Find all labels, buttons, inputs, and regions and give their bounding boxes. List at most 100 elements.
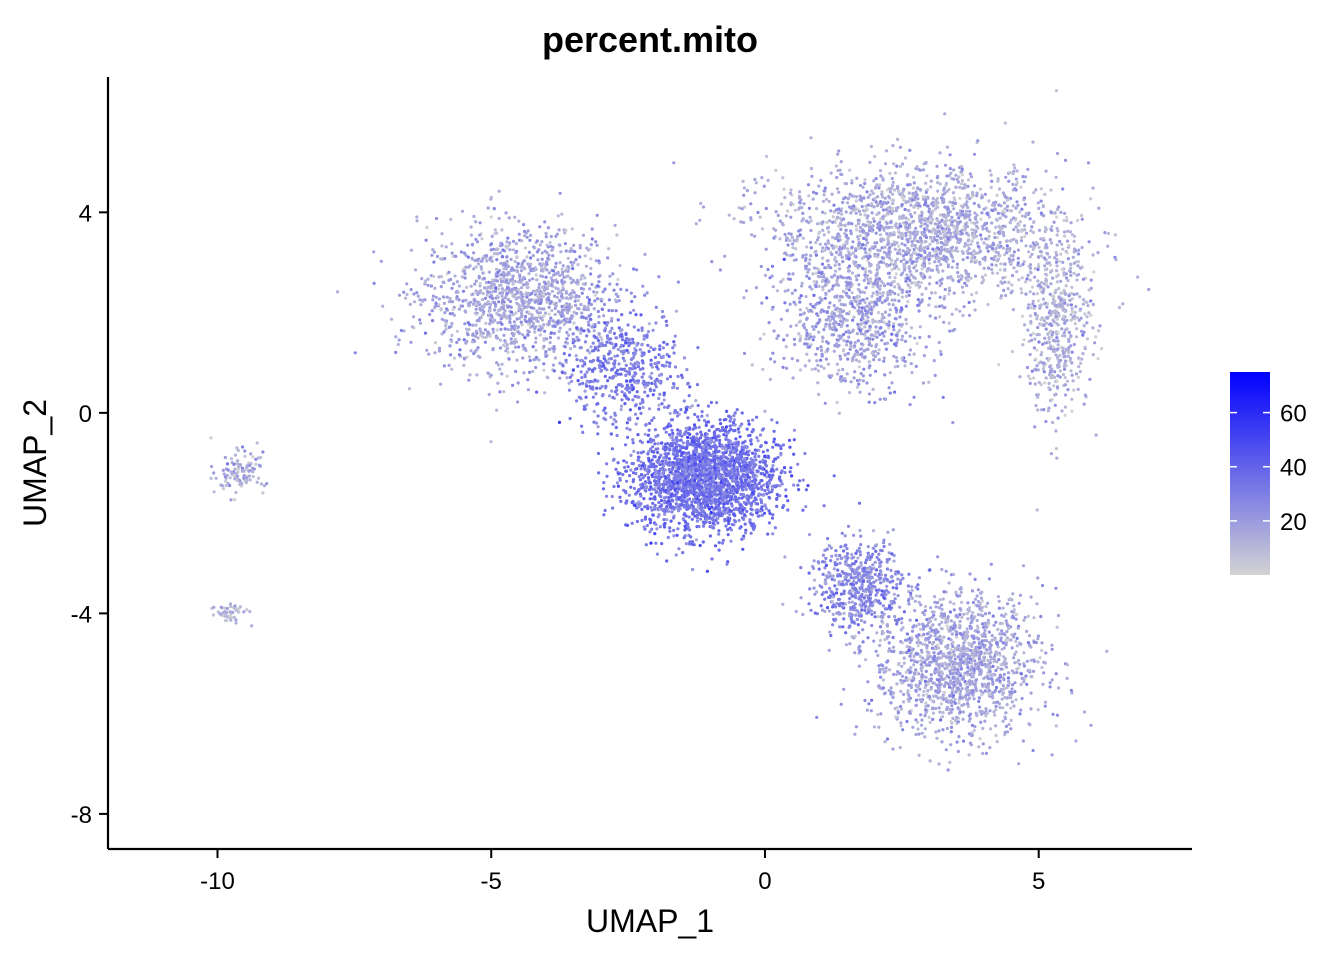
data-point <box>864 313 868 317</box>
data-point <box>513 324 517 328</box>
data-point <box>723 254 727 258</box>
data-point <box>959 164 964 169</box>
data-point <box>848 192 852 196</box>
data-point <box>951 329 955 333</box>
data-point <box>1036 393 1040 397</box>
data-point <box>858 301 862 305</box>
data-point <box>887 313 891 317</box>
data-point <box>542 362 546 366</box>
data-point <box>843 303 847 307</box>
data-point <box>886 252 891 256</box>
data-point <box>821 336 825 340</box>
data-point <box>542 293 546 297</box>
data-point <box>1031 245 1036 250</box>
data-point <box>415 291 419 295</box>
data-point <box>412 300 417 304</box>
data-point <box>1006 287 1010 291</box>
data-point <box>674 309 679 313</box>
data-point <box>751 418 755 422</box>
data-point <box>947 187 951 191</box>
data-point <box>550 289 555 293</box>
data-point <box>840 246 844 251</box>
data-point <box>857 283 861 287</box>
data-point <box>1047 406 1051 410</box>
data-point <box>570 263 574 267</box>
data-point <box>865 297 869 301</box>
data-point <box>520 323 524 327</box>
data-point <box>1007 249 1011 253</box>
data-point <box>842 348 846 352</box>
data-point <box>762 184 766 188</box>
data-point <box>581 233 586 237</box>
data-point <box>778 219 782 223</box>
data-point <box>887 271 892 275</box>
data-point <box>1004 215 1008 219</box>
data-point <box>531 253 535 258</box>
data-point <box>846 247 850 251</box>
data-point <box>942 258 946 262</box>
data-point <box>886 282 890 286</box>
data-point <box>1063 405 1067 409</box>
data-point <box>526 329 530 333</box>
data-point <box>994 217 999 221</box>
data-point <box>492 283 496 287</box>
data-point <box>643 432 647 436</box>
data-point <box>929 185 933 189</box>
data-point <box>544 275 548 279</box>
data-point <box>577 294 581 299</box>
data-point <box>1052 220 1056 224</box>
data-point <box>1022 198 1026 202</box>
data-point <box>547 292 552 296</box>
data-point <box>749 442 753 446</box>
data-point <box>488 322 492 326</box>
data-point <box>483 340 487 344</box>
data-point <box>526 333 530 337</box>
data-point <box>845 201 850 205</box>
data-point <box>519 286 524 290</box>
data-point <box>435 254 439 259</box>
data-point <box>764 247 768 251</box>
data-point <box>858 347 863 351</box>
data-point <box>893 276 897 280</box>
data-point <box>481 291 485 296</box>
data-point <box>555 295 559 299</box>
data-point <box>521 283 526 287</box>
data-point <box>942 235 946 239</box>
data-point <box>468 323 472 327</box>
data-point <box>874 369 878 373</box>
data-point <box>927 303 931 307</box>
data-point <box>873 254 877 258</box>
data-point <box>1049 347 1053 351</box>
data-point <box>744 528 748 532</box>
data-point <box>927 257 931 262</box>
data-point <box>893 247 897 251</box>
data-point <box>999 204 1003 208</box>
data-point <box>962 305 966 309</box>
data-point <box>850 181 854 185</box>
data-point <box>1028 377 1032 381</box>
data-point <box>476 258 480 262</box>
data-point <box>913 251 917 255</box>
data-point <box>890 258 894 262</box>
data-point <box>545 262 549 266</box>
data-point <box>845 241 849 246</box>
data-point <box>1062 218 1066 222</box>
data-point <box>854 224 858 228</box>
data-point <box>863 301 867 305</box>
data-point <box>565 376 569 380</box>
data-point <box>869 270 873 274</box>
data-point <box>797 332 801 336</box>
data-point <box>890 225 894 229</box>
data-point <box>902 187 906 191</box>
data-point <box>873 349 877 353</box>
data-point <box>609 319 614 323</box>
data-point <box>888 391 892 395</box>
data-point <box>1039 322 1043 326</box>
data-point <box>497 189 501 193</box>
data-point <box>1075 327 1079 331</box>
data-point <box>665 518 669 522</box>
data-point <box>890 176 894 181</box>
data-point <box>980 281 984 285</box>
data-point <box>817 231 821 236</box>
data-point <box>477 318 481 322</box>
